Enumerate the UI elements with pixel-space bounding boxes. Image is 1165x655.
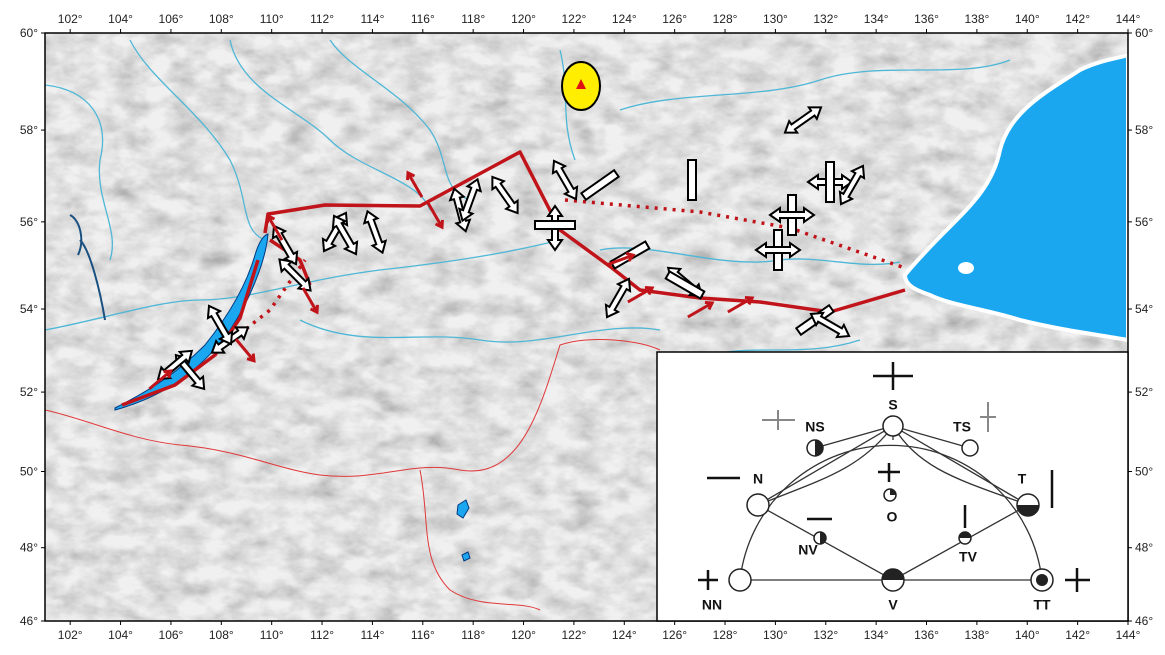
x-tick-label: 136° bbox=[914, 628, 939, 642]
x-tick-label: 126° bbox=[662, 628, 687, 642]
x-tick-label: 134° bbox=[864, 628, 889, 642]
y-tick-label: 54° bbox=[1135, 302, 1153, 316]
inset-label: NV bbox=[798, 542, 818, 558]
inset-label: TV bbox=[959, 549, 978, 565]
x-tick-label: 116° bbox=[411, 628, 435, 642]
y-tick-label: 60° bbox=[1135, 26, 1153, 40]
x-tick-label: 140° bbox=[1015, 628, 1040, 642]
x-tick-label: 144° bbox=[1116, 628, 1141, 642]
inset-label: TT bbox=[1033, 597, 1051, 613]
x-tick-label: 114° bbox=[360, 628, 384, 642]
y-tick-label: 46° bbox=[1135, 614, 1153, 628]
x-tick-label: 114° bbox=[360, 12, 384, 26]
x-tick-label: 108° bbox=[209, 628, 234, 642]
x-tick-label: 110° bbox=[260, 628, 284, 642]
x-tick-label: 112° bbox=[310, 628, 334, 642]
y-tick-label: 56° bbox=[1135, 215, 1153, 229]
y-tick-label: 54° bbox=[20, 302, 38, 316]
x-tick-label: 138° bbox=[964, 628, 989, 642]
x-tick-label: 102° bbox=[58, 12, 83, 26]
x-tick-label: 124° bbox=[612, 628, 637, 642]
y-tick-label: 52° bbox=[1135, 385, 1153, 399]
y-tick-label: 58° bbox=[1135, 123, 1153, 137]
y-tick-label: 60° bbox=[20, 26, 38, 40]
x-tick-label: 104° bbox=[108, 12, 133, 26]
x-tick-label: 124° bbox=[612, 12, 637, 26]
x-tick-label: 106° bbox=[159, 12, 184, 26]
y-tick-label: 48° bbox=[20, 541, 38, 555]
x-tick-label: 128° bbox=[713, 12, 738, 26]
x-tick-label: 120° bbox=[511, 12, 536, 26]
x-tick-label: 128° bbox=[713, 628, 738, 642]
x-tick-label: 122° bbox=[561, 628, 586, 642]
x-tick-label: 142° bbox=[1065, 12, 1090, 26]
x-tick-label: 110° bbox=[260, 12, 284, 26]
inset-label: NN bbox=[702, 597, 722, 613]
x-tick-label: 130° bbox=[763, 12, 788, 26]
x-tick-label: 108° bbox=[209, 12, 234, 26]
inset-legend: NS S TS N T O NV TV NN V TT bbox=[657, 352, 1128, 621]
x-tick-label: 138° bbox=[964, 12, 989, 26]
x-tick-label: 112° bbox=[310, 12, 334, 26]
x-tick-label: 126° bbox=[662, 12, 687, 26]
map: NS S TS N T O NV TV NN V TT 102° 102° 104°… bbox=[0, 0, 1165, 650]
y-tick-label: 46° bbox=[20, 614, 38, 628]
inset-label: T bbox=[1018, 471, 1027, 487]
x-tick-label: 106° bbox=[159, 628, 184, 642]
x-tick-label: 122° bbox=[561, 12, 586, 26]
y-tick-label: 58° bbox=[20, 123, 38, 137]
y-tick-label: 56° bbox=[20, 215, 38, 229]
y-tick-label: 48° bbox=[1135, 541, 1153, 555]
y-tick-label: 50° bbox=[20, 465, 38, 479]
y-tick-label: 50° bbox=[1135, 465, 1153, 479]
x-tick-label: 144° bbox=[1116, 12, 1141, 26]
page: {"map": { "xlim": [101, 144], "ylim": [4… bbox=[0, 0, 1165, 650]
x-tick-label: 132° bbox=[813, 628, 838, 642]
x-tick-label: 116° bbox=[411, 12, 435, 26]
x-tick-label: 130° bbox=[763, 628, 788, 642]
y-tick-label: 52° bbox=[20, 385, 38, 399]
inset-label: NS bbox=[805, 419, 824, 435]
x-tick-label: 142° bbox=[1065, 628, 1090, 642]
x-tick-label: 140° bbox=[1015, 12, 1040, 26]
inset-label: O bbox=[887, 509, 898, 525]
x-tick-label: 118° bbox=[461, 628, 485, 642]
x-tick-label: 134° bbox=[864, 12, 889, 26]
x-tick-label: 120° bbox=[511, 628, 536, 642]
inset-label: TS bbox=[953, 419, 971, 435]
x-tick-label: 132° bbox=[813, 12, 838, 26]
inset-label: S bbox=[888, 397, 897, 413]
x-tick-label: 136° bbox=[914, 12, 939, 26]
x-tick-label: 104° bbox=[108, 628, 133, 642]
inset-label: V bbox=[888, 597, 898, 613]
x-tick-label: 102° bbox=[58, 628, 83, 642]
x-tick-label: 118° bbox=[461, 12, 485, 26]
inset-label: N bbox=[753, 471, 763, 487]
